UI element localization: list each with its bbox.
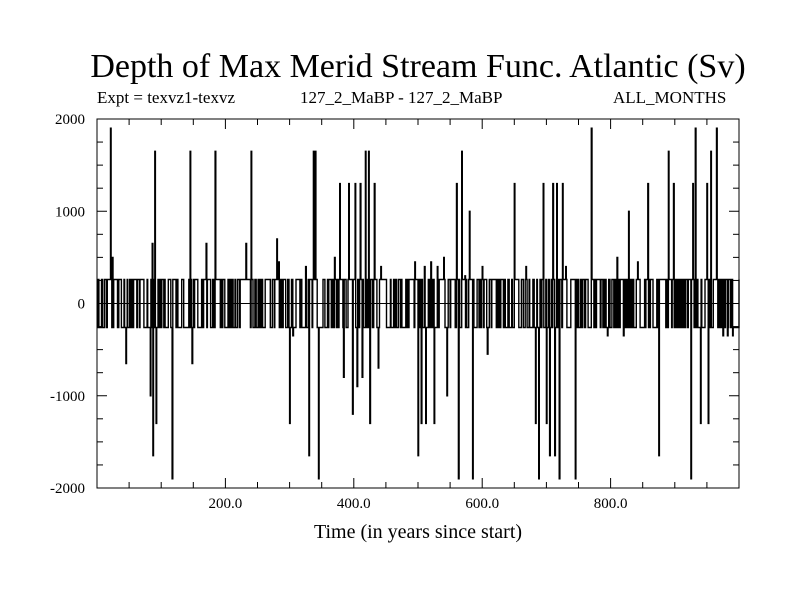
x-tick-label: 200.0 xyxy=(209,496,243,512)
x-tick-label: 600.0 xyxy=(465,496,499,512)
y-tick-label: -2000 xyxy=(50,481,85,497)
chart-title: Depth of Max Merid Stream Func. Atlantic… xyxy=(90,48,746,85)
y-tick-label: 0 xyxy=(78,297,86,313)
x-tick-label: 800.0 xyxy=(594,496,628,512)
y-tick-label: -1000 xyxy=(50,389,85,405)
y-tick-label: 1000 xyxy=(55,204,85,220)
months-label: ALL_MONTHS xyxy=(613,88,727,107)
series-line xyxy=(96,127,740,480)
y-tick-label: 2000 xyxy=(55,112,85,128)
experiment-label: Expt = texvz1-texvz xyxy=(97,88,235,107)
period-label: 127_2_MaBP - 127_2_MaBP xyxy=(300,88,503,107)
x-axis-label: Time (in years since start) xyxy=(314,521,522,543)
x-tick-label: 400.0 xyxy=(337,496,371,512)
